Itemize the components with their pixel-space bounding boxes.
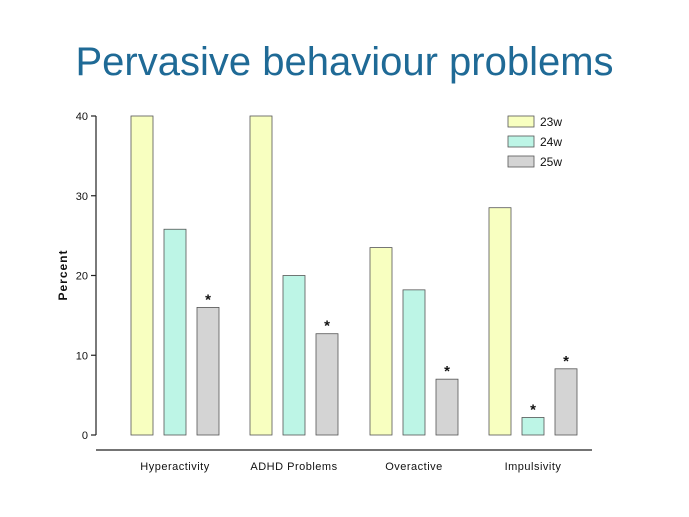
chart-legend: 23w 24w 25w: [507, 115, 562, 169]
bar-25w: [315, 333, 339, 436]
bar-23w: [369, 247, 393, 436]
y-tick-label: 10: [76, 350, 88, 362]
legend-swatch-23w: [507, 115, 535, 128]
significance-star: *: [530, 401, 536, 418]
bar-24w: [521, 417, 545, 436]
x-category-label: Hyperactivity: [140, 461, 209, 473]
significance-star: *: [324, 318, 330, 335]
legend-label-25w: 25w: [540, 155, 562, 169]
chart-bars: [130, 115, 578, 436]
x-category-label: ADHD Problems: [250, 461, 337, 473]
bar-24w: [163, 228, 187, 436]
y-tick-label: 40: [76, 111, 88, 123]
legend-label-24w: 24w: [540, 135, 562, 149]
x-category-label: Impulsivity: [505, 461, 562, 473]
x-category-label: Overactive: [385, 461, 443, 473]
bar-25w: [196, 306, 220, 436]
legend-swatch-25w: [507, 155, 535, 168]
y-tick-label: 30: [76, 191, 88, 203]
y-tick-label: 0: [82, 430, 88, 442]
chart-title: Pervasive behaviour problems: [75, 40, 614, 84]
y-axis-label: Percent: [56, 249, 70, 300]
bar-23w: [488, 207, 512, 436]
bar-23w: [130, 115, 154, 436]
significance-star: *: [205, 291, 211, 308]
bar-24w: [282, 275, 306, 436]
bar-25w: [554, 368, 578, 436]
significance-star: *: [444, 363, 450, 380]
chart-axes: 0 10 20 30 40 Percent Hyperactivity ADHD Proble…: [56, 111, 592, 473]
legend-label-23w: 23w: [540, 115, 562, 129]
bar-25w: [435, 378, 459, 436]
bar-24w: [402, 289, 426, 436]
significance-star: *: [563, 353, 569, 370]
significance-marks: * * * * *: [205, 291, 569, 418]
legend-swatch-24w: [507, 135, 535, 148]
bar-23w: [249, 115, 273, 436]
y-tick-label: 20: [76, 271, 88, 283]
